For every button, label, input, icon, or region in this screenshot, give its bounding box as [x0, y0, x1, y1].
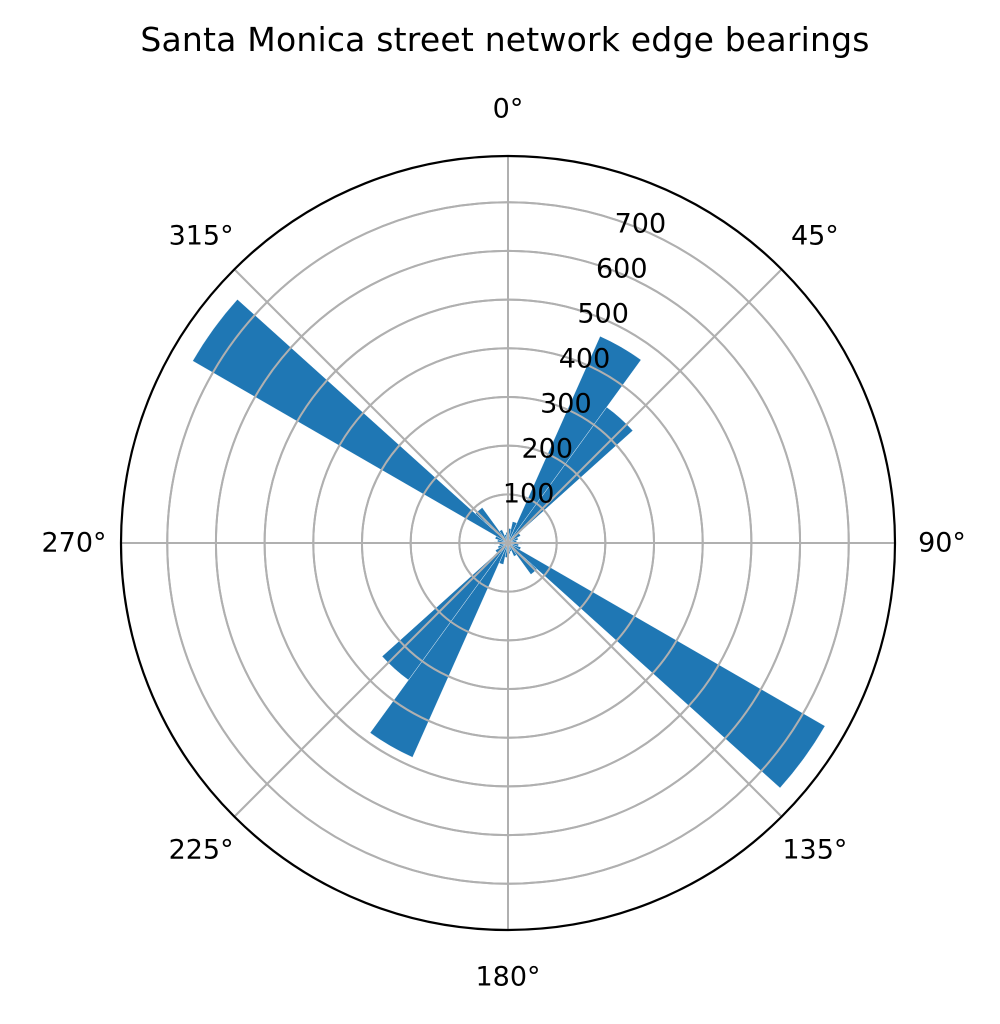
radius-tick-label: 400 — [559, 344, 611, 375]
angle-tick-label: 180° — [475, 962, 540, 993]
angular-gridline — [233, 542, 509, 818]
radius-tick-label: 300 — [540, 389, 592, 420]
radius-tick-labels: 100 200 300 400 500 600 700 — [503, 209, 666, 510]
angular-gridline — [507, 268, 783, 544]
bearing-bar — [507, 542, 826, 789]
radius-tick-label: 700 — [615, 209, 667, 240]
angle-tick-label: 45° — [791, 221, 839, 252]
bearing-bar — [381, 542, 509, 681]
angle-tick-labels: 0° 45° 90° 135° 180° 225° 270° 315° — [41, 94, 965, 993]
radius-tick-label: 100 — [503, 479, 555, 510]
bearing-bar — [369, 542, 509, 758]
angle-tick-label: 270° — [41, 528, 106, 559]
polar-frame — [119, 154, 897, 932]
angle-tick-label: 225° — [169, 834, 234, 865]
bearing-bar — [507, 406, 634, 544]
bearing-bars — [192, 299, 826, 789]
angle-tick-label: 135° — [782, 834, 847, 865]
radius-tick-label: 600 — [596, 254, 648, 285]
angle-tick-label: 0° — [493, 94, 524, 125]
angle-tick-label: 90° — [918, 528, 966, 559]
angle-tick-label: 315° — [169, 221, 234, 252]
chart-title: Santa Monica street network edge bearing… — [140, 20, 870, 59]
radius-tick-label: 200 — [521, 434, 573, 465]
angular-gridline — [507, 542, 783, 818]
angular-gridline — [233, 268, 509, 544]
radius-tick-label: 500 — [577, 299, 629, 330]
bearing-bar — [192, 299, 509, 544]
bearing-bar — [507, 335, 642, 544]
grid-overlay — [121, 156, 895, 930]
